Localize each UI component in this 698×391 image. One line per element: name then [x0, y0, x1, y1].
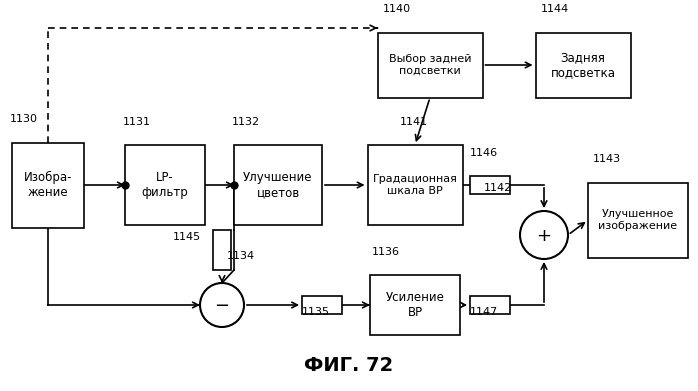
Text: 1146: 1146 — [470, 148, 498, 158]
Text: 1136: 1136 — [372, 247, 400, 257]
Text: 1147: 1147 — [470, 307, 498, 317]
Bar — [368, 145, 463, 225]
Text: 1134: 1134 — [227, 251, 255, 261]
Bar — [470, 296, 510, 314]
Text: Изобра-
жение: Изобра- жение — [24, 171, 73, 199]
Bar — [588, 183, 688, 258]
Text: ФИГ. 72: ФИГ. 72 — [304, 356, 394, 375]
Text: 1141: 1141 — [400, 117, 428, 127]
Text: 1132: 1132 — [232, 117, 260, 127]
Text: 1140: 1140 — [383, 5, 410, 14]
Text: 1144: 1144 — [540, 5, 569, 14]
Text: Улучшение
цветов: Улучшение цветов — [243, 171, 313, 199]
Text: Выбор задней
подсветки: Выбор задней подсветки — [389, 54, 471, 76]
Bar — [302, 296, 342, 314]
Text: 1145: 1145 — [173, 232, 201, 242]
Text: 1142: 1142 — [484, 183, 512, 193]
Text: Задняя
подсветка: Задняя подсветка — [551, 51, 616, 79]
Bar — [213, 230, 231, 270]
Text: 1130: 1130 — [10, 115, 38, 124]
Bar — [535, 32, 630, 97]
Text: Усиление
ВР: Усиление ВР — [385, 291, 445, 319]
Bar — [125, 145, 205, 225]
Text: −: − — [214, 297, 230, 315]
Text: Улучшенное
изображение: Улучшенное изображение — [598, 209, 678, 231]
Text: 1143: 1143 — [593, 154, 621, 165]
Text: 1131: 1131 — [123, 117, 151, 127]
Bar — [370, 275, 460, 335]
Bar — [378, 32, 482, 97]
Text: LP-
фильтр: LP- фильтр — [142, 171, 188, 199]
Text: Градационная
шкала ВР: Градационная шкала ВР — [373, 174, 457, 196]
Bar — [234, 145, 322, 225]
Bar — [12, 142, 84, 228]
Text: +: + — [537, 227, 551, 245]
Text: 1135: 1135 — [302, 307, 330, 317]
Bar — [470, 176, 510, 194]
